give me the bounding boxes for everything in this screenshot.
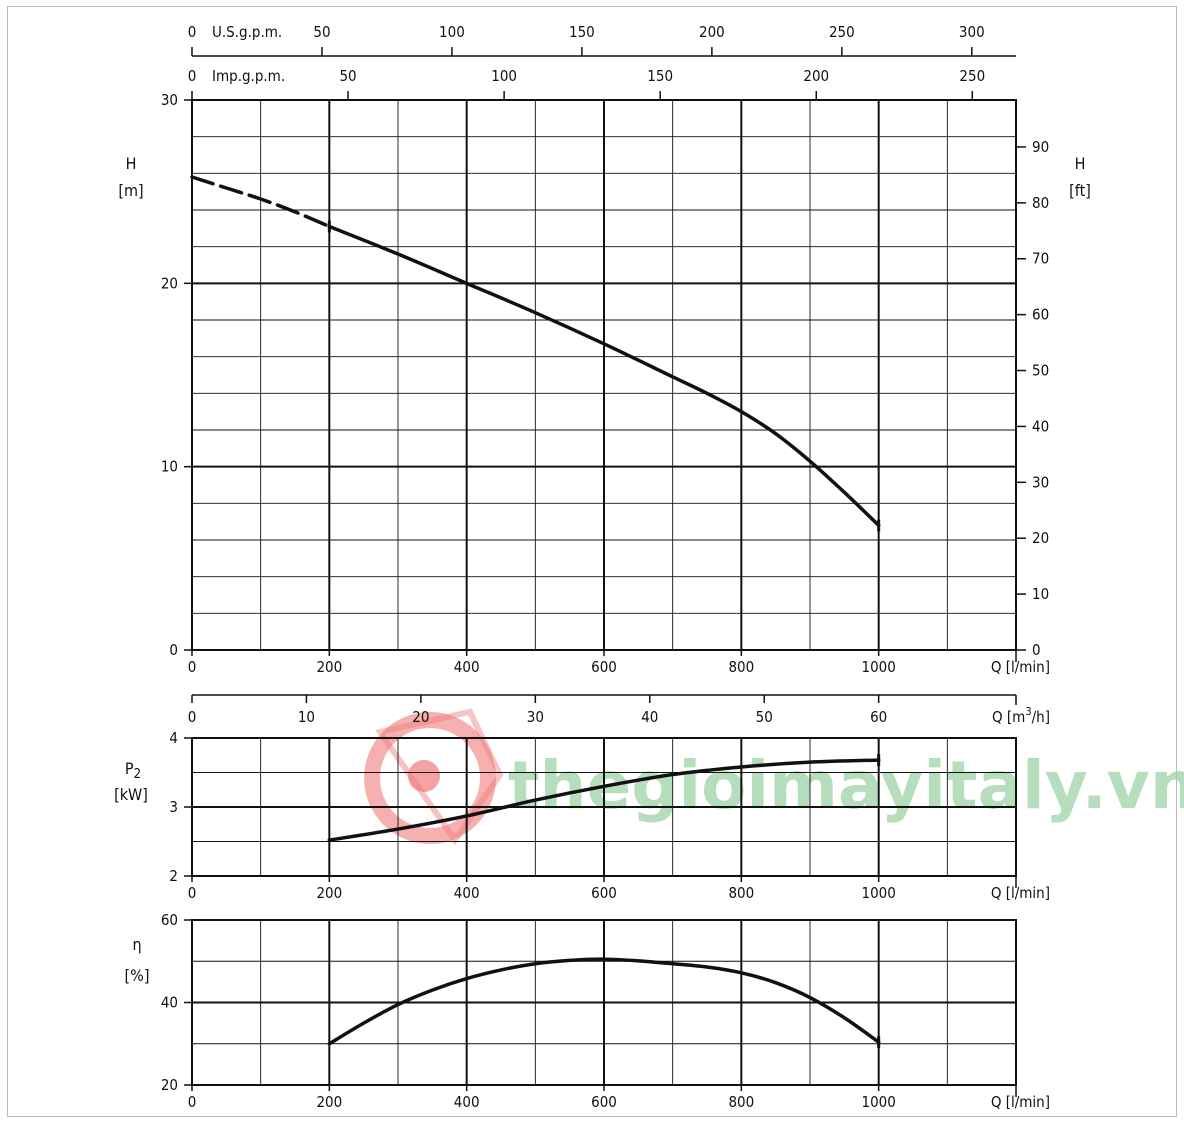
watermark-logo-dot-icon [408,760,440,792]
x-tick-label: 800 [728,658,754,676]
secondary-axis-label-prefix: Q [m [992,708,1025,726]
series-line-head-0 [190,175,332,229]
series-line-efficiency-0 [327,957,881,1046]
x-axis-label: Q [l/min] [991,658,1050,676]
x-tick-label: 0 [188,658,197,676]
top-tick-label: 150 [569,23,595,41]
eff-y-axis-symbol: η [132,935,141,954]
y-tick-label: 0 [169,641,178,659]
y-tick-label: 40 [161,994,178,1012]
top-tick-label: 50 [339,67,356,85]
watermark: thegioimayitaly.vn [364,708,1184,846]
y-tick-label: 20 [161,1076,178,1094]
secondary-tick-label: 40 [641,708,658,726]
right-tick-label: 80 [1032,194,1049,212]
top-tick-label: 50 [313,23,330,41]
right-tick-label: 50 [1032,362,1049,380]
right-tick-label: 20 [1032,529,1049,547]
x-tick-label: 600 [591,884,617,902]
top-tick-label: 250 [959,67,985,85]
secondary-tick-label: 30 [527,708,544,726]
power-y-axis-label: P2 [125,759,141,782]
y-axis-label-symbol: H [126,154,137,173]
page-frame [7,6,1177,1117]
power-label-sub: 2 [134,767,141,782]
top-tick-label: 250 [829,23,855,41]
x-tick-label: 200 [316,658,342,676]
power-label-symbol: P [125,759,134,778]
secondary-tick-label: 60 [870,708,887,726]
secondary-axis-label: Q [m3/h] [992,705,1050,726]
right-tick-label: 60 [1032,306,1049,324]
secondary-tick-label: 50 [756,708,773,726]
series-line-head-1 [327,224,881,528]
top-tick-label: 0 [188,67,197,85]
right-tick-label: 10 [1032,585,1049,603]
x-tick-label: 0 [188,1093,197,1111]
secondary-axis-label-sup: 3 [1025,705,1031,718]
x-tick-label: 600 [591,658,617,676]
top-axis-label: U.S.g.p.m. [212,23,282,41]
y-tick-label: 20 [161,274,178,292]
watermark-logo-frame-icon [374,708,504,846]
x-tick-label: 400 [454,884,480,902]
y-tick-label: 4 [169,729,178,747]
top-tick-label: 300 [959,23,985,41]
right-tick-label: 90 [1032,138,1049,156]
x-axis-label: Q [l/min] [991,1093,1050,1111]
secondary-axis-label-suffix: /h] [1032,708,1050,726]
x-tick-label: 600 [591,1093,617,1111]
top-tick-label: 100 [491,67,517,85]
panel-power: 2 3 4 0 200 400 600 800 1000 Q [l/min] [169,729,1050,902]
x-tick-label: 400 [454,658,480,676]
watermark-logo-icon [364,712,496,844]
y-tick-label: 3 [169,798,178,816]
series-line-power-0 [327,758,881,842]
x-tick-label: 0 [188,884,197,902]
secondary-tick-label: 20 [412,708,429,726]
right-tick-label: 40 [1032,417,1049,435]
x-tick-label: 1000 [861,1093,895,1111]
right-tick-label: 70 [1032,250,1049,268]
top-tick-label: 200 [803,67,829,85]
y-axis-label-unit: [m] [118,181,143,200]
y-tick-label: 10 [161,458,178,476]
x-tick-label: 800 [728,1093,754,1111]
top-axis-label: Imp.g.p.m. [212,67,285,85]
power-y-axis-unit: [kW] [114,785,148,804]
x-tick-label: 400 [454,1093,480,1111]
x-axis-label: Q [l/min] [991,884,1050,902]
eff-y-axis-unit: [%] [125,966,150,985]
secondary-tick-label: 0 [188,708,197,726]
x-tick-label: 1000 [861,884,895,902]
x-tick-label: 200 [316,884,342,902]
y-tick-label: 2 [169,867,178,885]
right-tick-label: 0 [1032,641,1041,659]
secondary-tick-label: 10 [298,708,315,726]
x-tick-label: 1000 [861,658,895,676]
right-tick-label: 30 [1032,473,1049,491]
top-tick-label: 100 [439,23,465,41]
top-tick-label: 0 [188,23,197,41]
top-tick-label: 200 [699,23,725,41]
x-tick-label: 200 [316,1093,342,1111]
right-axis-label-unit: [ft] [1069,181,1091,200]
x-tick-label: 800 [728,884,754,902]
top-tick-label: 150 [647,67,673,85]
y-tick-label: 60 [161,911,178,929]
y-tick-label: 30 [161,91,178,109]
right-axis-label-symbol: H [1075,154,1086,173]
